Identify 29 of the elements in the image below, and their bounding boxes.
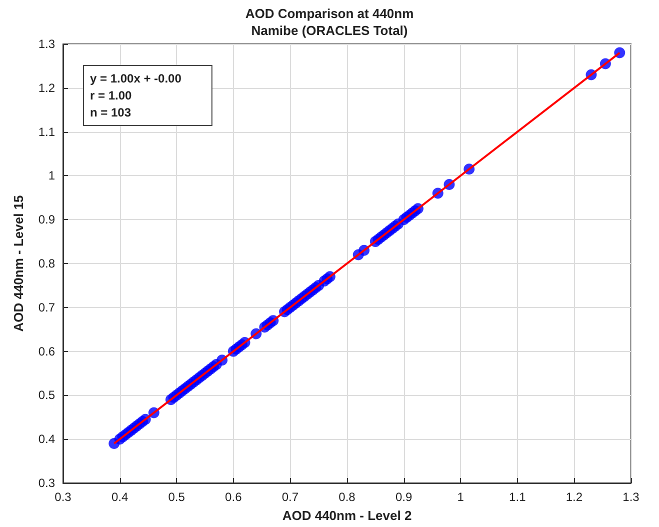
y-tick-label: 0.3 [38, 476, 56, 490]
x-tick-label: 0.4 [111, 490, 128, 504]
x-tick-label: 1.2 [566, 490, 583, 504]
y-tick-label: 0.9 [38, 212, 56, 227]
y-tick-label: 0.8 [38, 256, 56, 270]
chart-title: AOD Comparison at 440nm [245, 6, 414, 21]
x-tick-label: 1.3 [622, 490, 640, 504]
x-tick-label: 1.1 [509, 490, 526, 504]
x-tick-label: 1 [457, 490, 464, 504]
y-tick-label: 0.5 [38, 388, 56, 402]
x-tick-label: 0.9 [395, 490, 412, 504]
x-tick-label: 0.7 [282, 490, 299, 504]
y-tick-label: 1.2 [38, 80, 56, 95]
x-tick-label: 0.3 [54, 490, 72, 504]
y-tick-label: 1.1 [38, 124, 56, 139]
annotation: n = 103 [90, 106, 132, 120]
y-axis-title: AOD 440nm - Level 15 [11, 195, 26, 332]
y-tick-label: 1 [48, 168, 56, 183]
y-tick-label: 0.7 [38, 300, 56, 314]
x-tick-label: 0.6 [225, 490, 242, 504]
x-tick-label: 0.8 [338, 490, 356, 504]
x-tick-label: 0.5 [168, 490, 186, 504]
chart-subtitle: Namibe (ORACLES Total) [251, 23, 408, 38]
y-tick-label: 0.6 [38, 344, 56, 358]
x-axis-title: AOD 440nm - Level 2 [282, 508, 412, 523]
annotation: r = 1.00 [90, 88, 132, 102]
y-tick-label: 0.4 [38, 432, 56, 446]
annotation: y = 1.00x + -0.00 [90, 72, 182, 86]
y-tick-label: 1.3 [38, 37, 56, 51]
